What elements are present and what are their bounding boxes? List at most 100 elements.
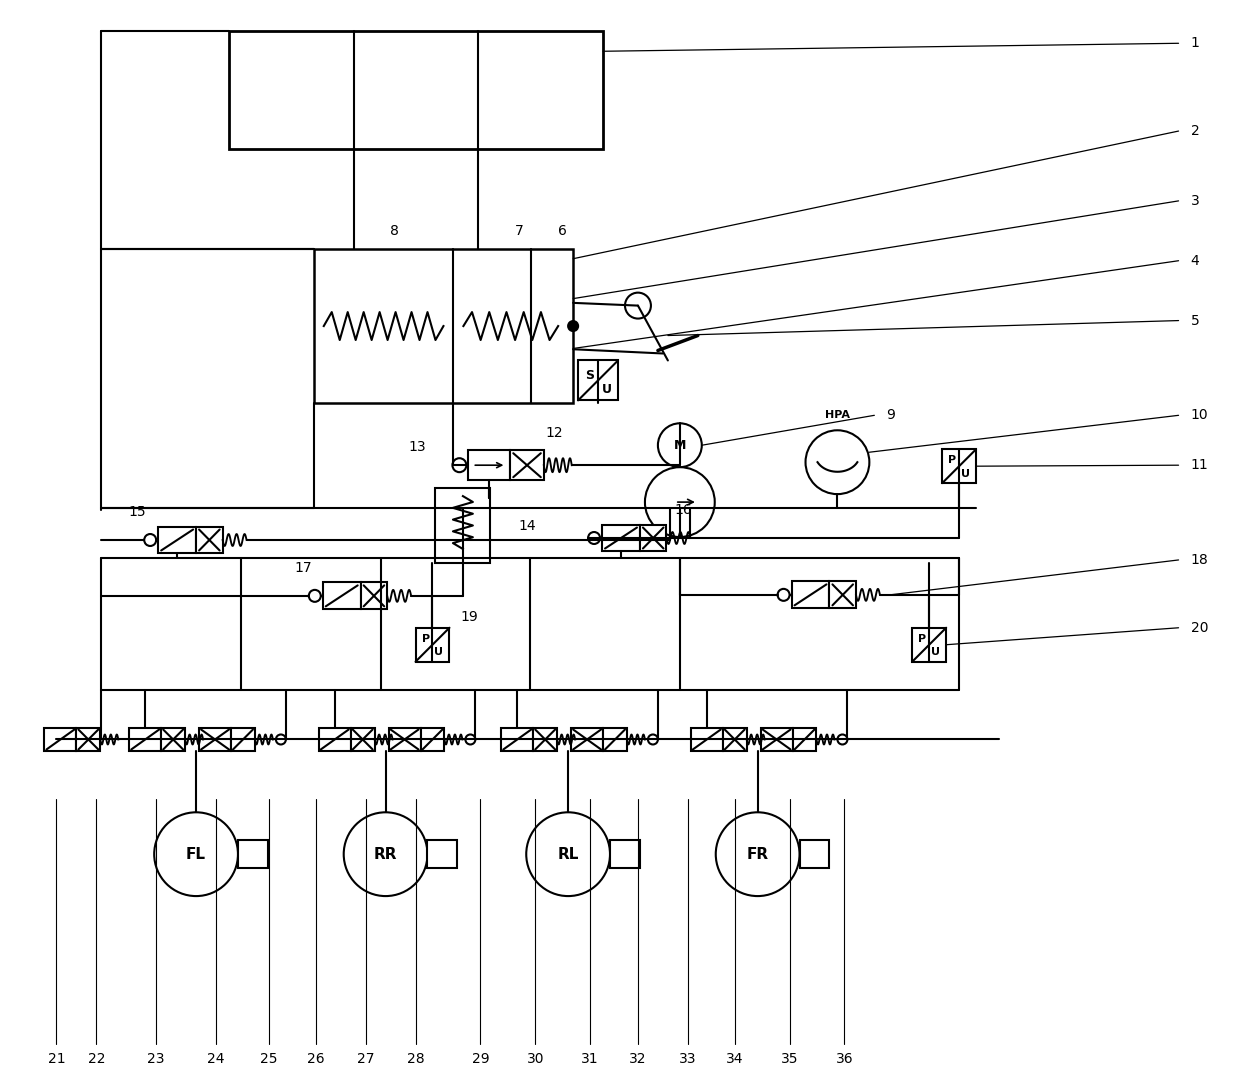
Bar <box>533 727 557 751</box>
Circle shape <box>453 459 466 473</box>
Text: 26: 26 <box>308 1052 325 1066</box>
Text: 33: 33 <box>680 1052 697 1066</box>
Bar <box>760 727 792 751</box>
Bar <box>319 727 351 751</box>
Bar <box>351 727 374 751</box>
Text: 21: 21 <box>47 1052 66 1066</box>
Bar <box>229 31 603 149</box>
Bar <box>45 727 77 751</box>
Bar <box>129 727 161 751</box>
Text: 28: 28 <box>407 1052 424 1066</box>
Text: 6: 6 <box>558 223 567 237</box>
Bar <box>77 727 100 751</box>
Bar <box>361 583 387 610</box>
Text: 13: 13 <box>408 440 427 454</box>
Bar <box>572 727 603 751</box>
Text: 10: 10 <box>1190 408 1208 422</box>
Text: 35: 35 <box>781 1052 799 1066</box>
Bar <box>723 727 746 751</box>
Circle shape <box>837 735 847 745</box>
Text: 30: 30 <box>527 1052 544 1066</box>
Text: 36: 36 <box>836 1052 853 1066</box>
Circle shape <box>625 292 651 318</box>
Text: 1: 1 <box>1190 37 1199 51</box>
Text: 14: 14 <box>518 519 536 533</box>
Circle shape <box>144 534 156 546</box>
Bar <box>610 841 640 869</box>
Bar <box>913 628 946 661</box>
Text: U: U <box>601 383 611 396</box>
Bar <box>196 527 223 554</box>
Text: U: U <box>931 647 940 657</box>
Bar <box>428 841 458 869</box>
Circle shape <box>658 423 702 467</box>
Text: S: S <box>585 369 594 382</box>
Bar <box>691 727 723 751</box>
Bar <box>792 727 816 751</box>
Bar <box>511 450 544 480</box>
Text: HPA: HPA <box>825 410 849 421</box>
Bar <box>322 583 361 610</box>
Bar <box>415 628 449 661</box>
Bar <box>420 727 444 751</box>
Circle shape <box>768 735 777 745</box>
Circle shape <box>806 431 869 494</box>
Text: 31: 31 <box>582 1052 599 1066</box>
Bar <box>161 727 185 751</box>
Text: U: U <box>434 647 443 657</box>
Circle shape <box>715 812 800 896</box>
Bar <box>942 449 976 483</box>
Circle shape <box>206 735 216 745</box>
Bar <box>830 582 856 609</box>
Text: 12: 12 <box>546 426 563 440</box>
Text: 3: 3 <box>1190 194 1199 208</box>
Text: 4: 4 <box>1190 254 1199 268</box>
Circle shape <box>645 467 714 537</box>
Circle shape <box>275 735 286 745</box>
Text: 9: 9 <box>887 408 895 422</box>
Text: RR: RR <box>373 847 397 862</box>
Bar <box>231 727 255 751</box>
Text: 11: 11 <box>1190 459 1208 473</box>
Circle shape <box>649 735 658 745</box>
Text: 15: 15 <box>128 505 146 519</box>
Text: 17: 17 <box>295 561 312 575</box>
Text: M: M <box>673 439 686 452</box>
Bar <box>603 727 627 751</box>
Circle shape <box>568 322 578 331</box>
Text: 18: 18 <box>1190 552 1208 566</box>
Text: 22: 22 <box>88 1052 105 1066</box>
Text: FR: FR <box>746 847 769 862</box>
Bar <box>640 524 666 551</box>
Circle shape <box>154 812 238 896</box>
Text: 32: 32 <box>629 1052 647 1066</box>
Text: RL: RL <box>558 847 579 862</box>
Text: 5: 5 <box>1190 314 1199 328</box>
Circle shape <box>526 812 610 896</box>
Bar <box>388 727 420 751</box>
Text: 20: 20 <box>1190 620 1208 634</box>
Text: 2: 2 <box>1190 124 1199 138</box>
Text: 23: 23 <box>148 1052 165 1066</box>
Text: P: P <box>949 455 956 465</box>
Text: U: U <box>961 468 970 479</box>
Text: 24: 24 <box>207 1052 224 1066</box>
Text: 16: 16 <box>675 503 693 517</box>
Text: 7: 7 <box>516 223 525 237</box>
Bar <box>800 841 830 869</box>
Text: P: P <box>422 633 430 644</box>
Circle shape <box>465 735 475 745</box>
Text: 34: 34 <box>725 1052 744 1066</box>
Circle shape <box>343 812 428 896</box>
Circle shape <box>396 735 405 745</box>
Bar <box>238 841 268 869</box>
Bar <box>200 727 231 751</box>
Bar <box>501 727 533 751</box>
Circle shape <box>578 735 588 745</box>
Text: P: P <box>919 633 926 644</box>
Text: 27: 27 <box>357 1052 374 1066</box>
Bar <box>791 582 830 609</box>
Circle shape <box>588 532 600 544</box>
Bar <box>435 488 490 563</box>
Circle shape <box>309 590 321 602</box>
